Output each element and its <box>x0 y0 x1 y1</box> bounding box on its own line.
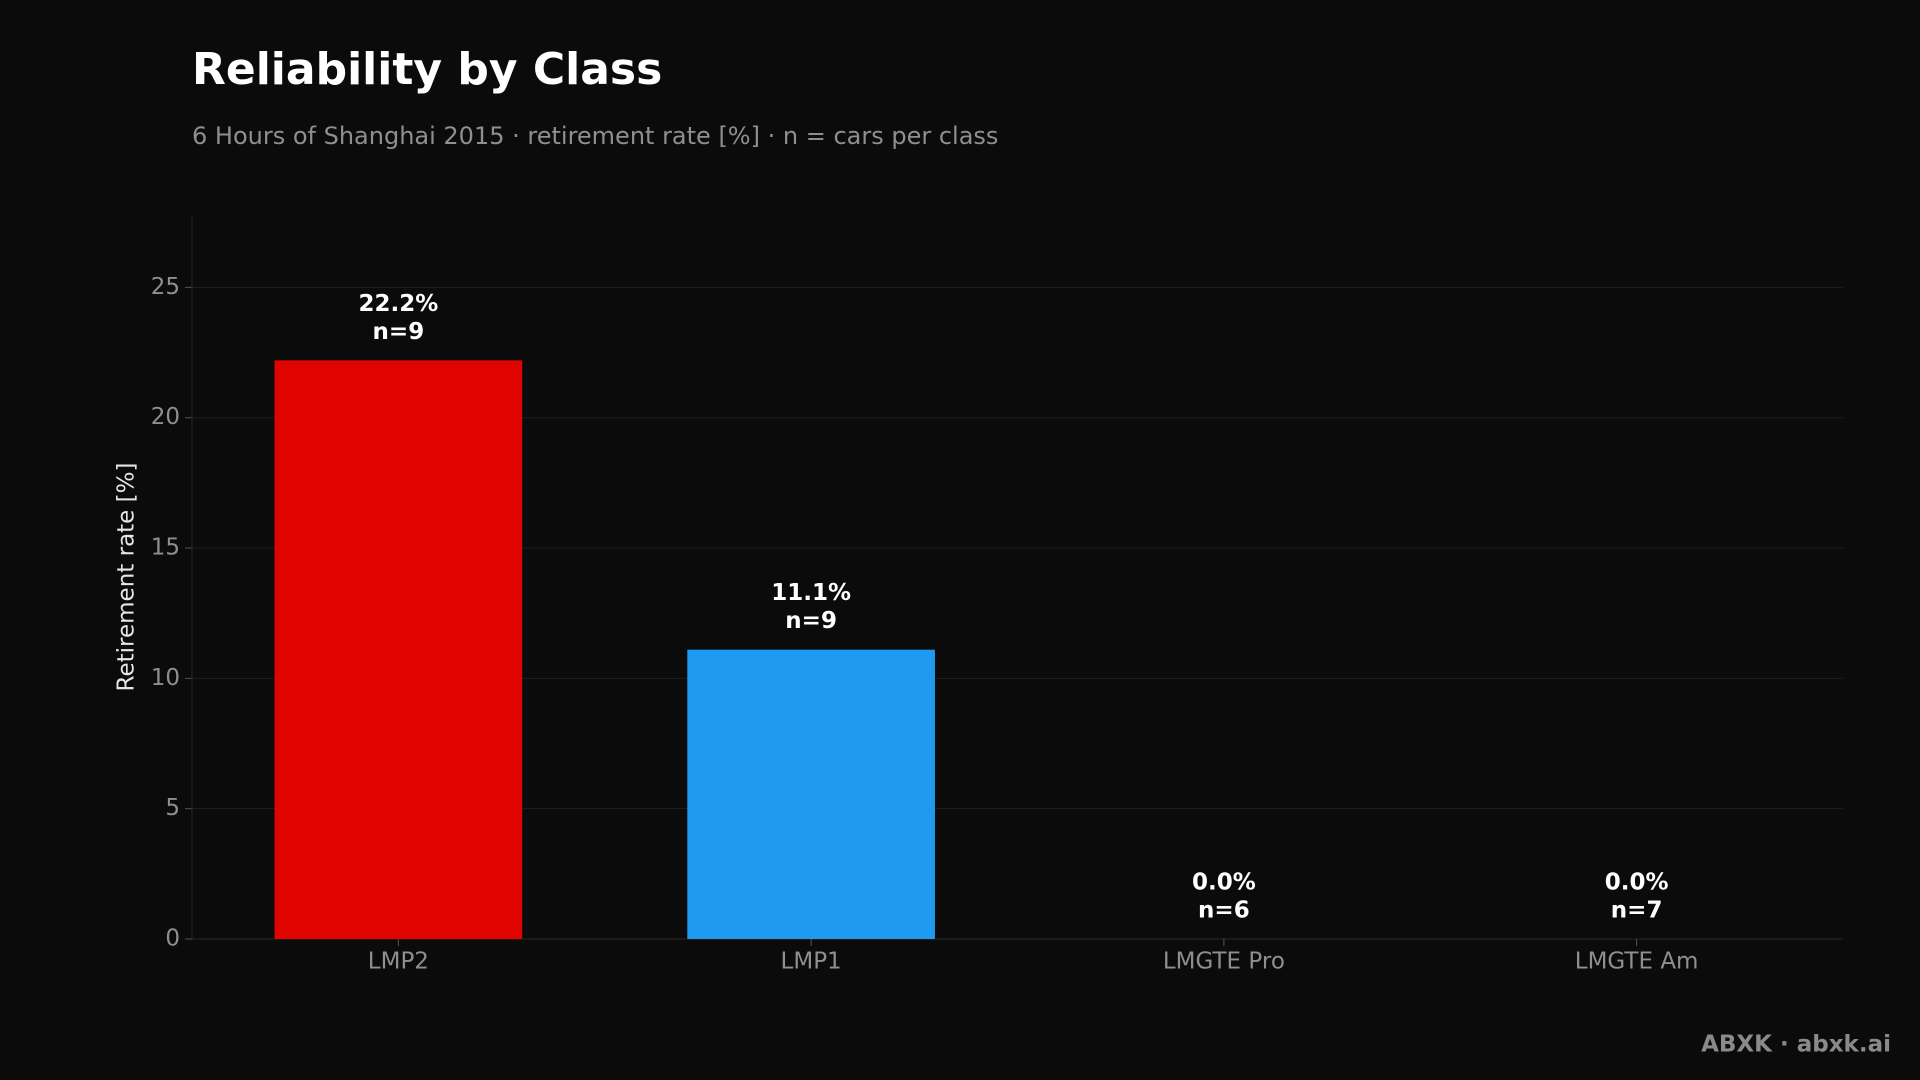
x-tick-label: LMP2 <box>368 949 429 975</box>
x-tick-label: LMP1 <box>781 949 842 975</box>
bar <box>687 649 935 939</box>
footer: ABXK · abxk.ai <box>1701 1032 1891 1058</box>
y-tick-label: 20 <box>151 404 180 430</box>
chart-title: Reliability by Class <box>192 44 662 95</box>
y-tick-label: 15 <box>151 535 180 561</box>
value-label: 0.0% <box>1605 870 1669 896</box>
x-tick-label: LMGTE Pro <box>1163 949 1285 975</box>
bar <box>274 360 523 939</box>
count-label: n=9 <box>785 608 837 634</box>
y-axis-label: Retirement rate [%] <box>114 463 140 692</box>
x-tick-label: LMGTE Am <box>1575 949 1699 975</box>
chart-subtitle: 6 Hours of Shanghai 2015 · retirement ra… <box>192 122 998 150</box>
count-label: n=9 <box>373 319 425 345</box>
value-label: 22.2% <box>358 291 438 317</box>
y-tick-label: 0 <box>165 926 180 952</box>
y-tick-label: 10 <box>151 665 180 691</box>
count-label: n=7 <box>1611 898 1663 924</box>
count-label: n=6 <box>1198 898 1250 924</box>
value-label: 11.1% <box>771 580 851 606</box>
y-tick-label: 5 <box>165 795 180 821</box>
y-tick-label: 25 <box>151 274 180 300</box>
value-label: 0.0% <box>1192 870 1256 896</box>
